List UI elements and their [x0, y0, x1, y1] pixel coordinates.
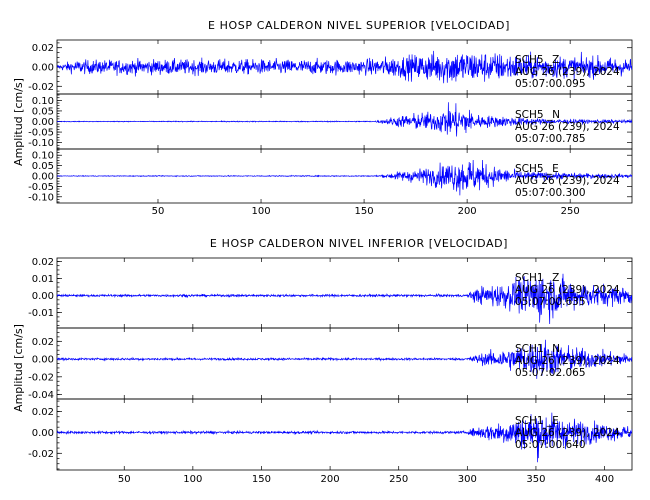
x-tick-label: 250 [389, 474, 408, 485]
date-label: AUG 26 (239), 2024 [515, 355, 620, 367]
y-axis-label: Amplitud [cm/s] [12, 78, 25, 166]
y-tick-label: 0.00 [32, 117, 54, 128]
y-tick-label: -0.10 [28, 138, 54, 149]
y-tick-label: -0.01 [28, 308, 54, 319]
chart-title: E HOSP CALDERON NIVEL SUPERIOR [VELOCIDA… [208, 19, 510, 32]
channel-label: SCH1 _Z [515, 272, 559, 284]
x-tick-label: 350 [526, 474, 545, 485]
x-tick-label: 50 [152, 206, 165, 217]
waveform-trace [57, 50, 632, 84]
y-tick-label: 0.02 [32, 407, 54, 418]
y-tick-label: -0.10 [28, 192, 54, 203]
x-tick-label: 150 [252, 474, 271, 485]
y-tick-label: 0.05 [32, 106, 54, 117]
channel-label: SCH5 _N [515, 109, 560, 121]
waveform-trace [57, 159, 632, 196]
y-axis-label: Amplitud [cm/s] [12, 324, 25, 412]
x-tick-label: 50 [118, 474, 131, 485]
chart-2: E HOSP CALDERON NIVEL INFERIOR [VELOCIDA… [12, 237, 633, 485]
date-label: AUG 26 (239), 2024 [515, 284, 620, 296]
y-tick-label: 0.00 [32, 63, 54, 74]
y-tick-label: 0.02 [32, 43, 54, 54]
chart-1: E HOSP CALDERON NIVEL SUPERIOR [VELOCIDA… [12, 19, 633, 217]
channel-label: SCH5 _E [515, 163, 559, 175]
waveform-trace [57, 339, 632, 379]
date-label: AUG 26 (239), 2024 [515, 66, 620, 78]
time-label: 05:07:00.095 [515, 78, 586, 90]
y-tick-label: 0.02 [32, 337, 54, 348]
date-label: AUG 26 (239), 2024 [515, 175, 620, 187]
y-tick-label: 0.00 [32, 428, 54, 439]
y-tick-label: -0.05 [28, 128, 54, 139]
x-tick-label: 100 [251, 206, 270, 217]
panel-frame [56, 398, 633, 471]
x-tick-label: 150 [355, 206, 374, 217]
date-label: AUG 26 (239), 2024 [515, 121, 620, 133]
channel-label: SCH1 _N [515, 343, 560, 355]
time-label: 05:07:00.635 [515, 296, 586, 308]
time-label: 05:07:02.065 [515, 367, 586, 379]
x-tick-label: 300 [458, 474, 477, 485]
y-tick-label: -0.02 [28, 372, 54, 383]
x-tick-label: 200 [321, 474, 340, 485]
waveform-trace [57, 412, 632, 463]
y-tick-label: -0.02 [28, 82, 54, 93]
y-tick-label: -0.02 [28, 449, 54, 460]
time-label: 05:07:00.300 [515, 187, 586, 199]
y-tick-label: -0.04 [28, 390, 54, 401]
channel-label: SCH5 _Z [515, 54, 559, 66]
chart-title: E HOSP CALDERON NIVEL INFERIOR [VELOCIDA… [210, 237, 508, 250]
y-tick-label: -0.05 [28, 182, 54, 193]
y-tick-label: 0.00 [32, 172, 54, 183]
y-tick-label: 0.05 [32, 161, 54, 172]
x-tick-label: 400 [595, 474, 614, 485]
time-label: 05:07:00.640 [515, 439, 586, 451]
y-tick-label: 0.02 [32, 257, 54, 268]
x-tick-label: 100 [183, 474, 202, 485]
channel-label: SCH1 _E [515, 415, 559, 427]
y-tick-label: 0.10 [32, 96, 54, 107]
y-tick-label: 0.10 [32, 151, 54, 162]
x-tick-label: 250 [561, 206, 580, 217]
y-tick-label: 0.01 [32, 274, 54, 285]
date-label: AUG 26 (239), 2024 [515, 427, 620, 439]
time-label: 05:07:00.785 [515, 133, 586, 145]
waveform-trace [57, 102, 632, 137]
x-tick-label: 200 [458, 206, 477, 217]
y-tick-label: 0.00 [32, 355, 54, 366]
waveform-trace [57, 273, 632, 324]
y-tick-label: 0.00 [32, 291, 54, 302]
